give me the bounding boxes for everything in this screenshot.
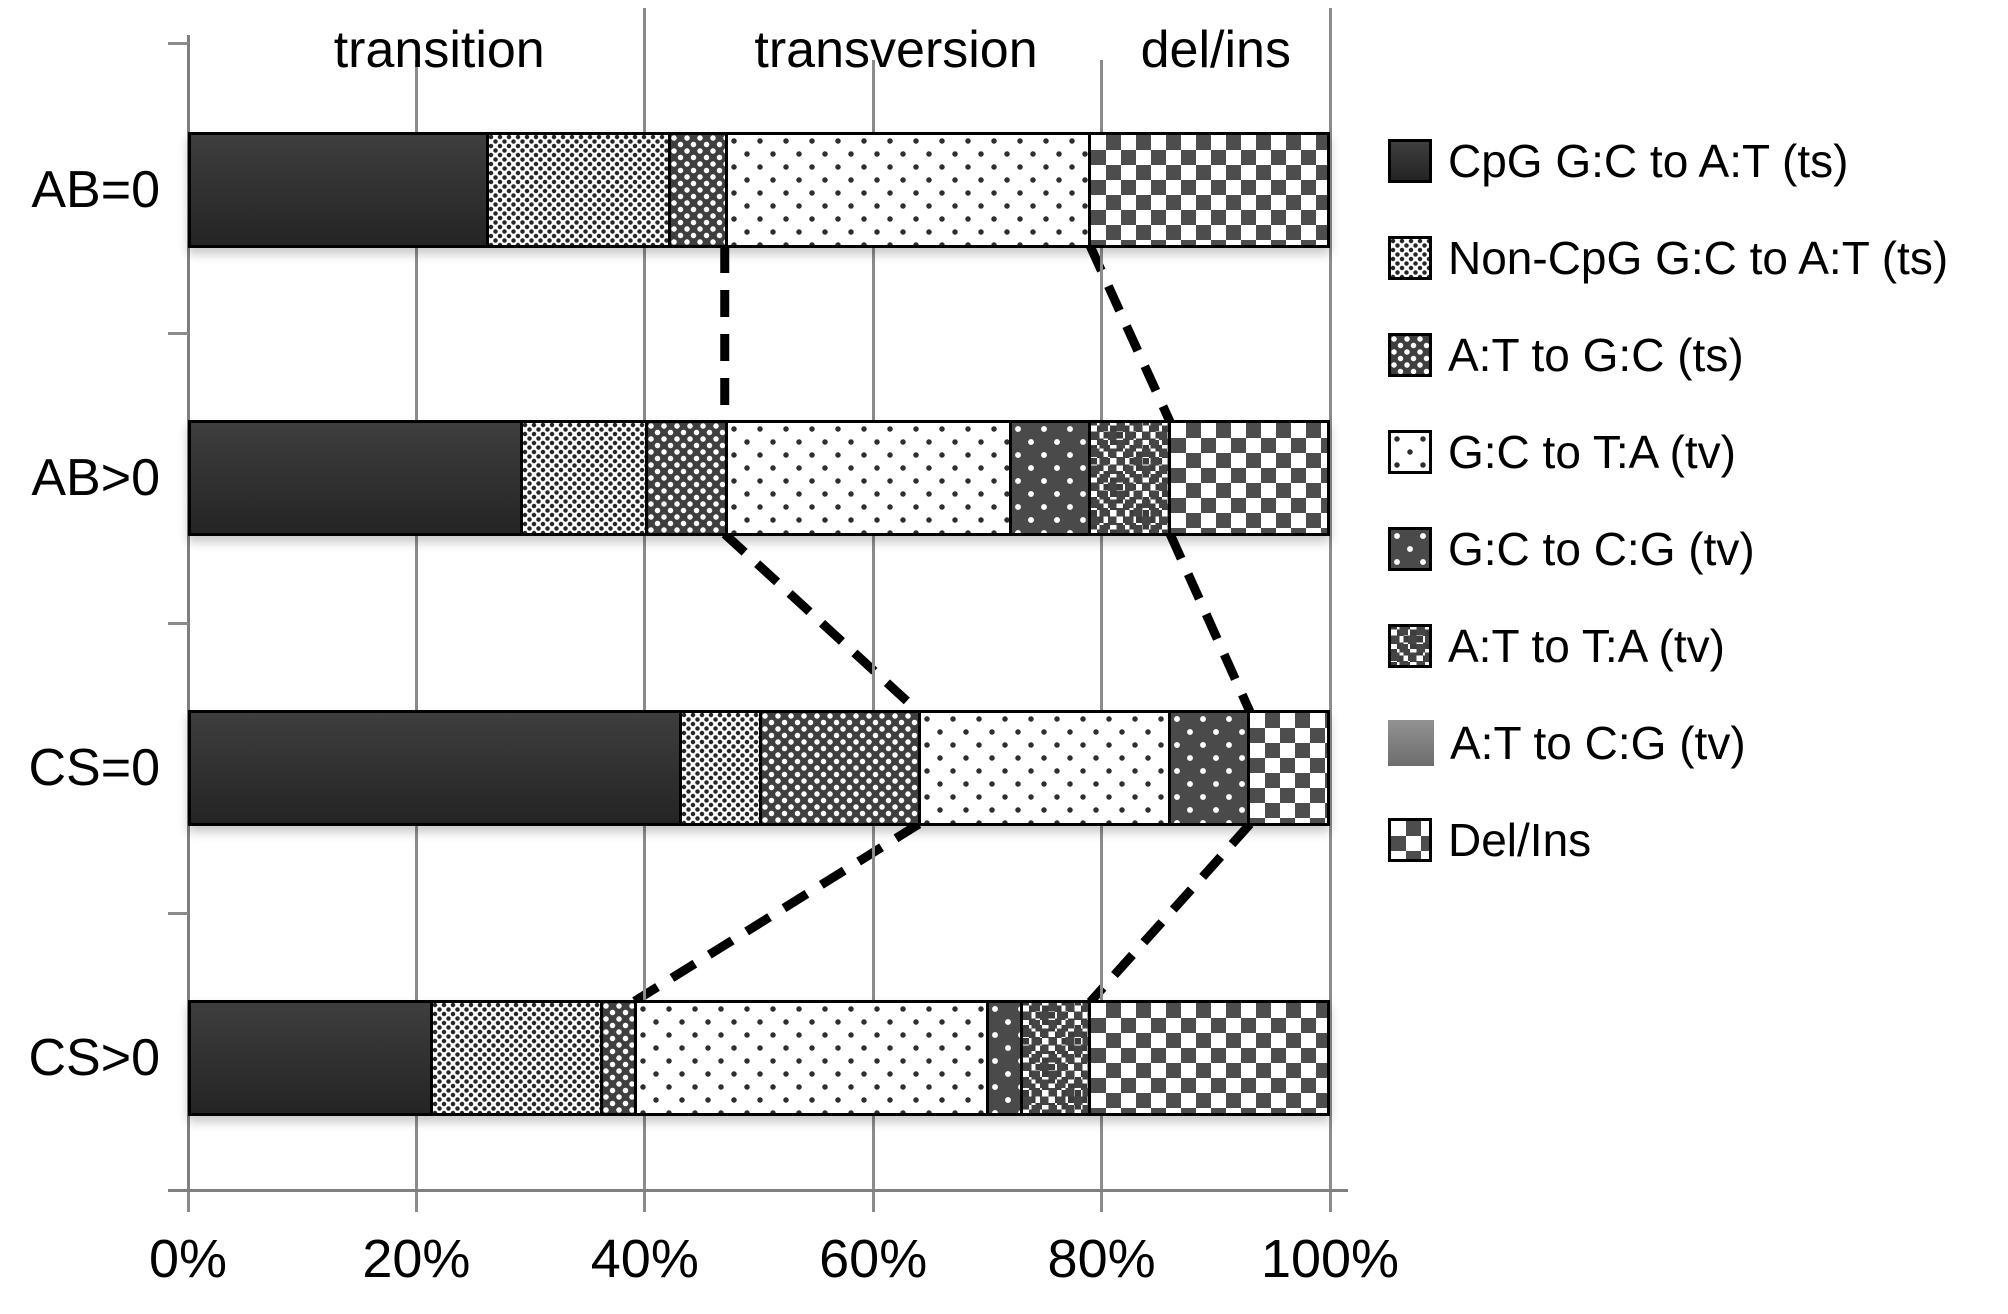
category-label: CS=0 bbox=[28, 739, 160, 797]
bar-row bbox=[188, 710, 1330, 826]
legend-label: A:T to C:G (tv) bbox=[1450, 717, 1746, 769]
bar-segment bbox=[1167, 423, 1327, 533]
x-tick-label: 100% bbox=[1260, 1229, 1400, 1289]
bar-segment bbox=[191, 423, 521, 533]
bar-segment bbox=[679, 713, 759, 823]
legend-item: A:T to C:G (tv) bbox=[1388, 717, 1948, 769]
bar-segment bbox=[191, 1003, 430, 1113]
legend-item: A:T to G:C (ts) bbox=[1388, 329, 1948, 381]
category-label: AB>0 bbox=[31, 449, 160, 507]
bar-segment bbox=[191, 713, 680, 823]
legend-swatch-sparse-dark-dots-light bbox=[1388, 430, 1432, 474]
bar-segment bbox=[918, 713, 1168, 823]
x-tick-label: 60% bbox=[819, 1229, 928, 1289]
legend-label: Del/Ins bbox=[1448, 814, 1592, 866]
legend-label: G:C to T:A (tv) bbox=[1448, 426, 1736, 478]
boundary-connector-line bbox=[1166, 532, 1255, 714]
bar-segment bbox=[486, 135, 669, 245]
bar-segment bbox=[1247, 713, 1327, 823]
category-label: CS>0 bbox=[28, 1029, 160, 1087]
bar-row bbox=[188, 132, 1330, 248]
legend-item: A:T to T:A (tv) bbox=[1388, 620, 1948, 672]
group-label-transition: transition bbox=[333, 21, 545, 79]
legend-label: Non-CpG G:C to A:T (ts) bbox=[1448, 232, 1949, 284]
bar-segment bbox=[668, 135, 725, 245]
bar-segment bbox=[1020, 1003, 1089, 1113]
legend-item: Non-CpG G:C to A:T (ts) bbox=[1388, 232, 1948, 284]
bar-segment bbox=[724, 423, 1009, 533]
bar-row bbox=[188, 1000, 1330, 1116]
legend-item: G:C to C:G (tv) bbox=[1388, 523, 1948, 575]
legend-item: G:C to T:A (tv) bbox=[1388, 426, 1948, 478]
legend-item: Del/Ins bbox=[1388, 814, 1948, 866]
grid-line bbox=[871, 60, 875, 1190]
x-axis-tick bbox=[414, 1190, 418, 1212]
category-label: AB=0 bbox=[31, 161, 160, 219]
boundary-connector-line bbox=[630, 820, 922, 1006]
bar-segment bbox=[191, 135, 487, 245]
legend-swatch-checkerboard bbox=[1388, 818, 1432, 862]
legend: CpG G:C to A:T (ts) Non-CpG G:C to A:T (t… bbox=[1388, 135, 1948, 914]
legend-label: A:T to G:C (ts) bbox=[1448, 329, 1744, 381]
x-tick-label: 20% bbox=[362, 1229, 471, 1289]
bar-segment bbox=[1008, 423, 1089, 533]
x-tick-label: 40% bbox=[590, 1229, 699, 1289]
bar-segment bbox=[520, 423, 646, 533]
grid-line bbox=[414, 60, 418, 1190]
bar-segment bbox=[429, 1003, 600, 1113]
x-axis-tick bbox=[186, 1190, 190, 1212]
legend-label: G:C to C:G (tv) bbox=[1448, 523, 1755, 575]
legend-swatch-solid-gray bbox=[1388, 720, 1434, 766]
x-axis-tick bbox=[643, 1190, 647, 1212]
boundary-connector-line bbox=[1086, 820, 1254, 1006]
x-tick-label: 0% bbox=[148, 1229, 228, 1289]
x-axis-tick bbox=[1328, 1190, 1332, 1212]
grid-line bbox=[1100, 60, 1104, 1190]
bar-segment bbox=[1088, 1003, 1327, 1113]
boundary-connector-line bbox=[721, 530, 922, 716]
y-axis-tick bbox=[168, 41, 188, 45]
grid-line bbox=[1328, 8, 1332, 1190]
y-axis-tick bbox=[168, 331, 188, 335]
group-label-delins: del/ins bbox=[1140, 21, 1291, 79]
y-axis-tick bbox=[168, 621, 188, 625]
legend-label: A:T to T:A (tv) bbox=[1448, 620, 1725, 672]
grid-line bbox=[643, 8, 647, 1190]
y-axis bbox=[186, 35, 190, 1190]
x-axis-tick bbox=[871, 1190, 875, 1212]
legend-swatch-dense-dark-dots-light bbox=[1388, 236, 1432, 280]
bar-segment bbox=[986, 1003, 1021, 1113]
bar-segment bbox=[645, 423, 725, 533]
x-tick-label: 80% bbox=[1047, 1229, 1156, 1289]
legend-swatch-solid-dark bbox=[1388, 139, 1432, 183]
legend-swatch-white-dots-dark-sparse bbox=[1388, 527, 1432, 571]
legend-swatch-white-dots-dark-dense bbox=[1388, 333, 1432, 377]
legend-item: CpG G:C to A:T (ts) bbox=[1388, 135, 1948, 187]
y-axis-tick bbox=[168, 911, 188, 915]
x-axis-tick bbox=[1100, 1190, 1104, 1212]
legend-swatch-small-random-checker bbox=[1388, 624, 1432, 668]
bar-segment bbox=[1088, 135, 1327, 245]
group-label-transversion: transversion bbox=[754, 21, 1038, 79]
bar-segment bbox=[724, 135, 1089, 245]
x-axis bbox=[168, 1188, 1348, 1192]
bar-segment bbox=[759, 713, 919, 823]
bar-row bbox=[188, 420, 1330, 536]
bar-segment bbox=[1088, 423, 1168, 533]
bar-segment bbox=[1167, 713, 1248, 823]
bar-segment bbox=[599, 1003, 635, 1113]
legend-label: CpG G:C to A:T (ts) bbox=[1448, 135, 1849, 187]
bar-segment bbox=[634, 1003, 987, 1113]
